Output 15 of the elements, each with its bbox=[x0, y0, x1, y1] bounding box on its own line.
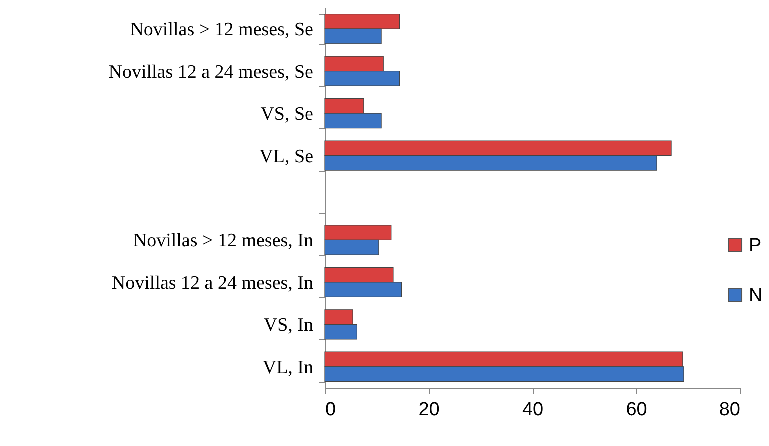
y-tick-label: Novillas > 12 meses, Se bbox=[130, 20, 314, 41]
y-tick-label: Novillas 12 a 24 meses, Se bbox=[108, 62, 314, 83]
x-tick-label: 20 bbox=[418, 400, 440, 420]
y-tick-label: VS, In bbox=[264, 315, 314, 336]
x-tick-label: 60 bbox=[626, 400, 648, 420]
y-tick-label: Novillas 12 a 24 meses, In bbox=[112, 272, 314, 294]
x-tick-label: 0 bbox=[326, 400, 336, 420]
y-tick-label: VS, Se bbox=[260, 104, 314, 126]
x-tick-label: 80 bbox=[719, 400, 740, 420]
y-tick-label: VL, In bbox=[262, 357, 314, 378]
x-tick-label: 40 bbox=[522, 400, 544, 420]
legend-label: P bbox=[749, 236, 762, 256]
y-tick-label: Novillas > 12 meses, In bbox=[133, 230, 314, 252]
y-tick-label: VL, Se bbox=[260, 146, 314, 168]
legend-label: N bbox=[749, 286, 763, 306]
